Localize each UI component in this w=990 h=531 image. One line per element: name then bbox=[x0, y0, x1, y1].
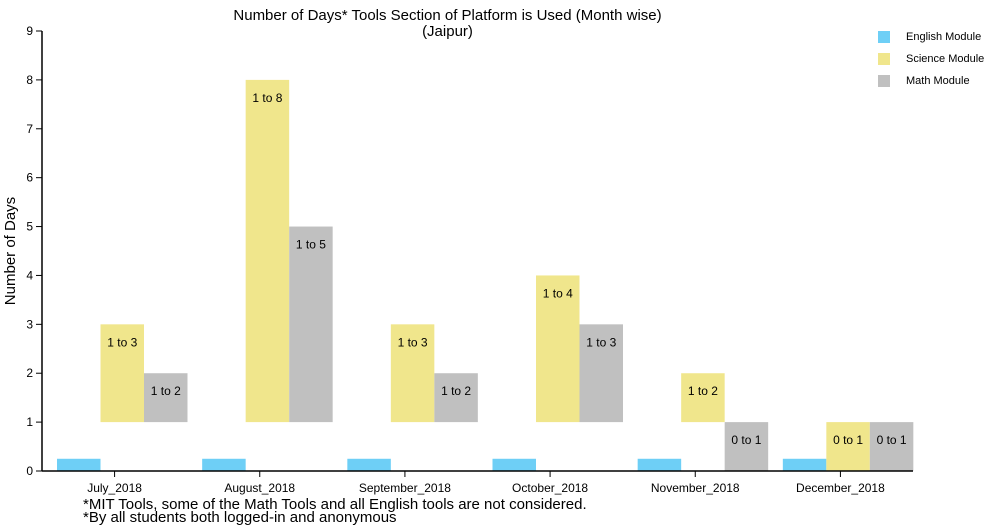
bar-label: 0 to 1 bbox=[877, 433, 907, 447]
bar-label: 1 to 2 bbox=[441, 384, 471, 398]
legend-label-math: Math Module bbox=[906, 75, 970, 87]
bar-math bbox=[434, 373, 478, 423]
footnote-1: *MIT Tools, some of the Math Tools and a… bbox=[83, 496, 587, 513]
bar-label: 1 to 3 bbox=[586, 335, 616, 349]
bars-group bbox=[57, 79, 914, 471]
chart-title: Number of Days* Tools Section of Platfor… bbox=[233, 7, 662, 24]
bar-science bbox=[826, 422, 870, 471]
y-tick-label: 8 bbox=[26, 73, 33, 87]
bar-label: 1 to 3 bbox=[107, 335, 137, 349]
axes-group bbox=[41, 31, 913, 472]
y-tick-label: 4 bbox=[26, 268, 33, 282]
footnote-2: *By all students both logged-in and anon… bbox=[83, 509, 397, 526]
x-tick-label: September_2018 bbox=[359, 481, 451, 495]
bar-science bbox=[390, 324, 435, 423]
x-tick-label: July_2018 bbox=[87, 481, 142, 495]
bar-math bbox=[579, 324, 623, 423]
x-tick-label: August_2018 bbox=[224, 481, 295, 495]
x-ticks-group: July_2018 August_2018 September_2018 Octobe… bbox=[87, 471, 885, 495]
bar-english bbox=[57, 458, 101, 471]
bar-label: 1 to 3 bbox=[398, 335, 428, 349]
bar-labels-group: 1 to 3 1 to 2 1 to 8 1 to 5 1 to 3 1 to 2 1 to… bbox=[107, 91, 907, 447]
bar-english bbox=[492, 458, 536, 471]
bar-label: 1 to 2 bbox=[688, 384, 718, 398]
legend-swatch-science bbox=[878, 53, 890, 65]
legend-swatch-english bbox=[878, 31, 890, 43]
bar-label: 1 to 4 bbox=[543, 286, 573, 300]
x-tick-label: November_2018 bbox=[651, 481, 740, 495]
bar-science bbox=[536, 275, 580, 423]
bar-label: 1 to 8 bbox=[252, 91, 282, 105]
bar-english bbox=[347, 458, 391, 471]
chart-subtitle: (Jaipur) bbox=[422, 23, 473, 40]
y-axis-label: Number of Days bbox=[2, 197, 19, 305]
bar-math bbox=[289, 226, 333, 423]
bar-label: 1 to 5 bbox=[296, 238, 326, 252]
bar-math bbox=[144, 373, 188, 423]
bar-label: 0 to 1 bbox=[731, 433, 761, 447]
y-tick-label: 0 bbox=[26, 464, 33, 478]
bar-science bbox=[100, 324, 144, 423]
legend-item-english: English Module bbox=[878, 30, 981, 44]
y-tick-label: 2 bbox=[26, 366, 33, 380]
bar-label: 1 to 2 bbox=[151, 384, 181, 398]
legend-label-english: English Module bbox=[906, 31, 982, 43]
bar-label: 0 to 1 bbox=[833, 433, 863, 447]
y-ticks-group: 0 1 2 3 4 5 6 7 8 9 bbox=[26, 24, 42, 478]
y-tick-label: 3 bbox=[26, 317, 33, 331]
y-tick-label: 7 bbox=[26, 122, 33, 136]
x-tick-label: October_2018 bbox=[512, 481, 588, 495]
y-tick-label: 5 bbox=[26, 220, 33, 234]
legend-item-math: Math Module bbox=[878, 74, 970, 88]
y-tick-label: 6 bbox=[26, 171, 33, 185]
y-tick-label: 9 bbox=[26, 24, 33, 38]
bar-science bbox=[681, 373, 725, 423]
x-tick-label: December_2018 bbox=[796, 481, 885, 495]
bar-english bbox=[637, 458, 682, 471]
bar-science bbox=[245, 79, 290, 423]
legend-swatch-math bbox=[878, 75, 890, 87]
legend-label-science: Science Module bbox=[906, 53, 985, 65]
bar-math bbox=[724, 422, 769, 471]
legend-item-science: Science Module bbox=[878, 52, 984, 66]
bar-english bbox=[782, 458, 827, 471]
bar-math bbox=[869, 422, 914, 471]
bar-english bbox=[202, 458, 246, 471]
y-tick-label: 1 bbox=[26, 415, 33, 429]
